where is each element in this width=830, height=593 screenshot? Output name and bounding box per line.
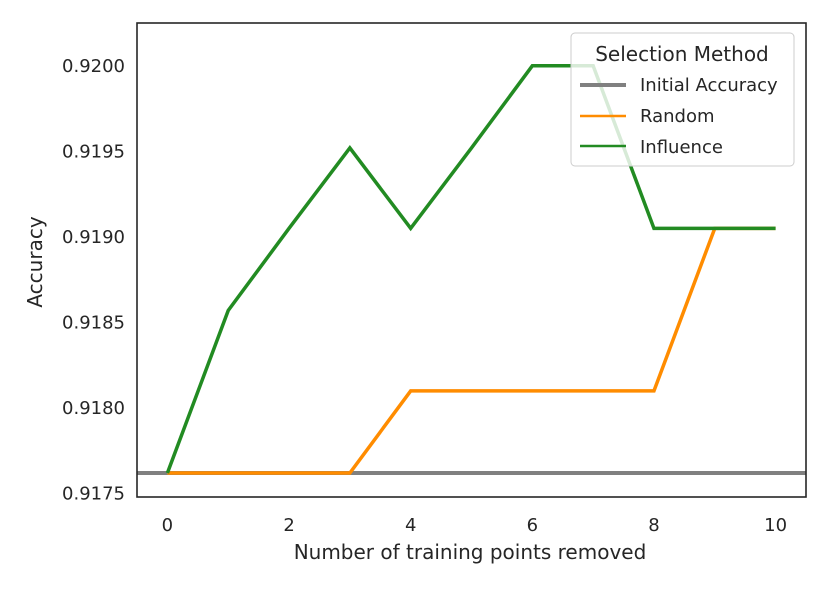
x-axis-label: Number of training points removed: [294, 540, 647, 564]
random-series-line: [167, 226, 776, 475]
y-axis-ticks: 0.9175 0.9180 0.9185 0.9190 0.9195 0.9200: [62, 56, 125, 505]
x-tick-label: 8: [648, 515, 659, 536]
y-tick-label: 0.9195: [62, 141, 125, 162]
y-tick-label: 0.9200: [62, 56, 125, 77]
legend-label-influence: Influence: [640, 137, 723, 158]
x-tick-label: 4: [405, 515, 416, 536]
legend-box: [570, 32, 795, 167]
x-tick-label: 0: [162, 515, 173, 536]
influence-series-line: [165, 64, 776, 474]
y-tick-label: 0.9180: [62, 398, 125, 419]
x-tick-label: 6: [527, 515, 538, 536]
x-tick-label: 2: [283, 515, 294, 536]
x-axis-ticks: 0 2 4 6 8 10: [162, 515, 787, 536]
legend-label-random: Random: [640, 106, 715, 127]
y-tick-label: 0.9190: [62, 227, 125, 248]
legend: Selection Method Initial Accuracy Random…: [570, 32, 795, 167]
plot-lines: [137, 64, 806, 476]
y-tick-label: 0.9185: [62, 312, 125, 333]
plot-frame: [136, 22, 807, 498]
legend-title: Selection Method: [595, 42, 769, 66]
legend-label-initial-accuracy: Initial Accuracy: [640, 75, 778, 96]
y-axis-label: Accuracy: [23, 216, 47, 307]
x-tick-label: 10: [764, 515, 787, 536]
y-tick-label: 0.9175: [62, 484, 125, 505]
